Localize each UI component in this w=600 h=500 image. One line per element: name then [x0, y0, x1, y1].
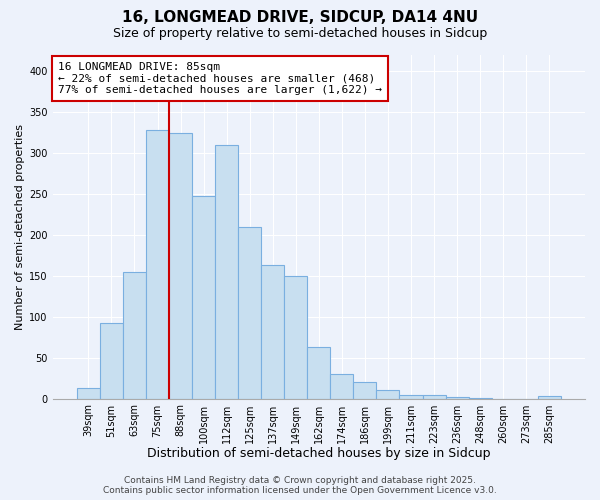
Bar — [353, 382, 376, 398]
Text: 16 LONGMEAD DRIVE: 85sqm
← 22% of semi-detached houses are smaller (468)
77% of : 16 LONGMEAD DRIVE: 85sqm ← 22% of semi-d… — [58, 62, 382, 95]
Y-axis label: Number of semi-detached properties: Number of semi-detached properties — [15, 124, 25, 330]
Text: Size of property relative to semi-detached houses in Sidcup: Size of property relative to semi-detach… — [113, 28, 487, 40]
Bar — [446, 397, 469, 398]
Bar — [192, 196, 215, 398]
Text: 16, LONGMEAD DRIVE, SIDCUP, DA14 4NU: 16, LONGMEAD DRIVE, SIDCUP, DA14 4NU — [122, 10, 478, 25]
Text: Contains HM Land Registry data © Crown copyright and database right 2025.
Contai: Contains HM Land Registry data © Crown c… — [103, 476, 497, 495]
Bar — [261, 265, 284, 398]
Bar — [215, 145, 238, 399]
Bar — [331, 374, 353, 398]
X-axis label: Distribution of semi-detached houses by size in Sidcup: Distribution of semi-detached houses by … — [147, 447, 491, 460]
Bar — [77, 388, 100, 398]
Bar — [400, 394, 422, 398]
Bar — [123, 272, 146, 398]
Bar — [169, 132, 192, 398]
Bar — [284, 276, 307, 398]
Bar — [422, 396, 446, 398]
Bar — [538, 396, 561, 398]
Bar — [307, 347, 331, 399]
Bar — [100, 324, 123, 398]
Bar — [146, 130, 169, 398]
Bar — [376, 390, 400, 398]
Bar — [238, 227, 261, 398]
